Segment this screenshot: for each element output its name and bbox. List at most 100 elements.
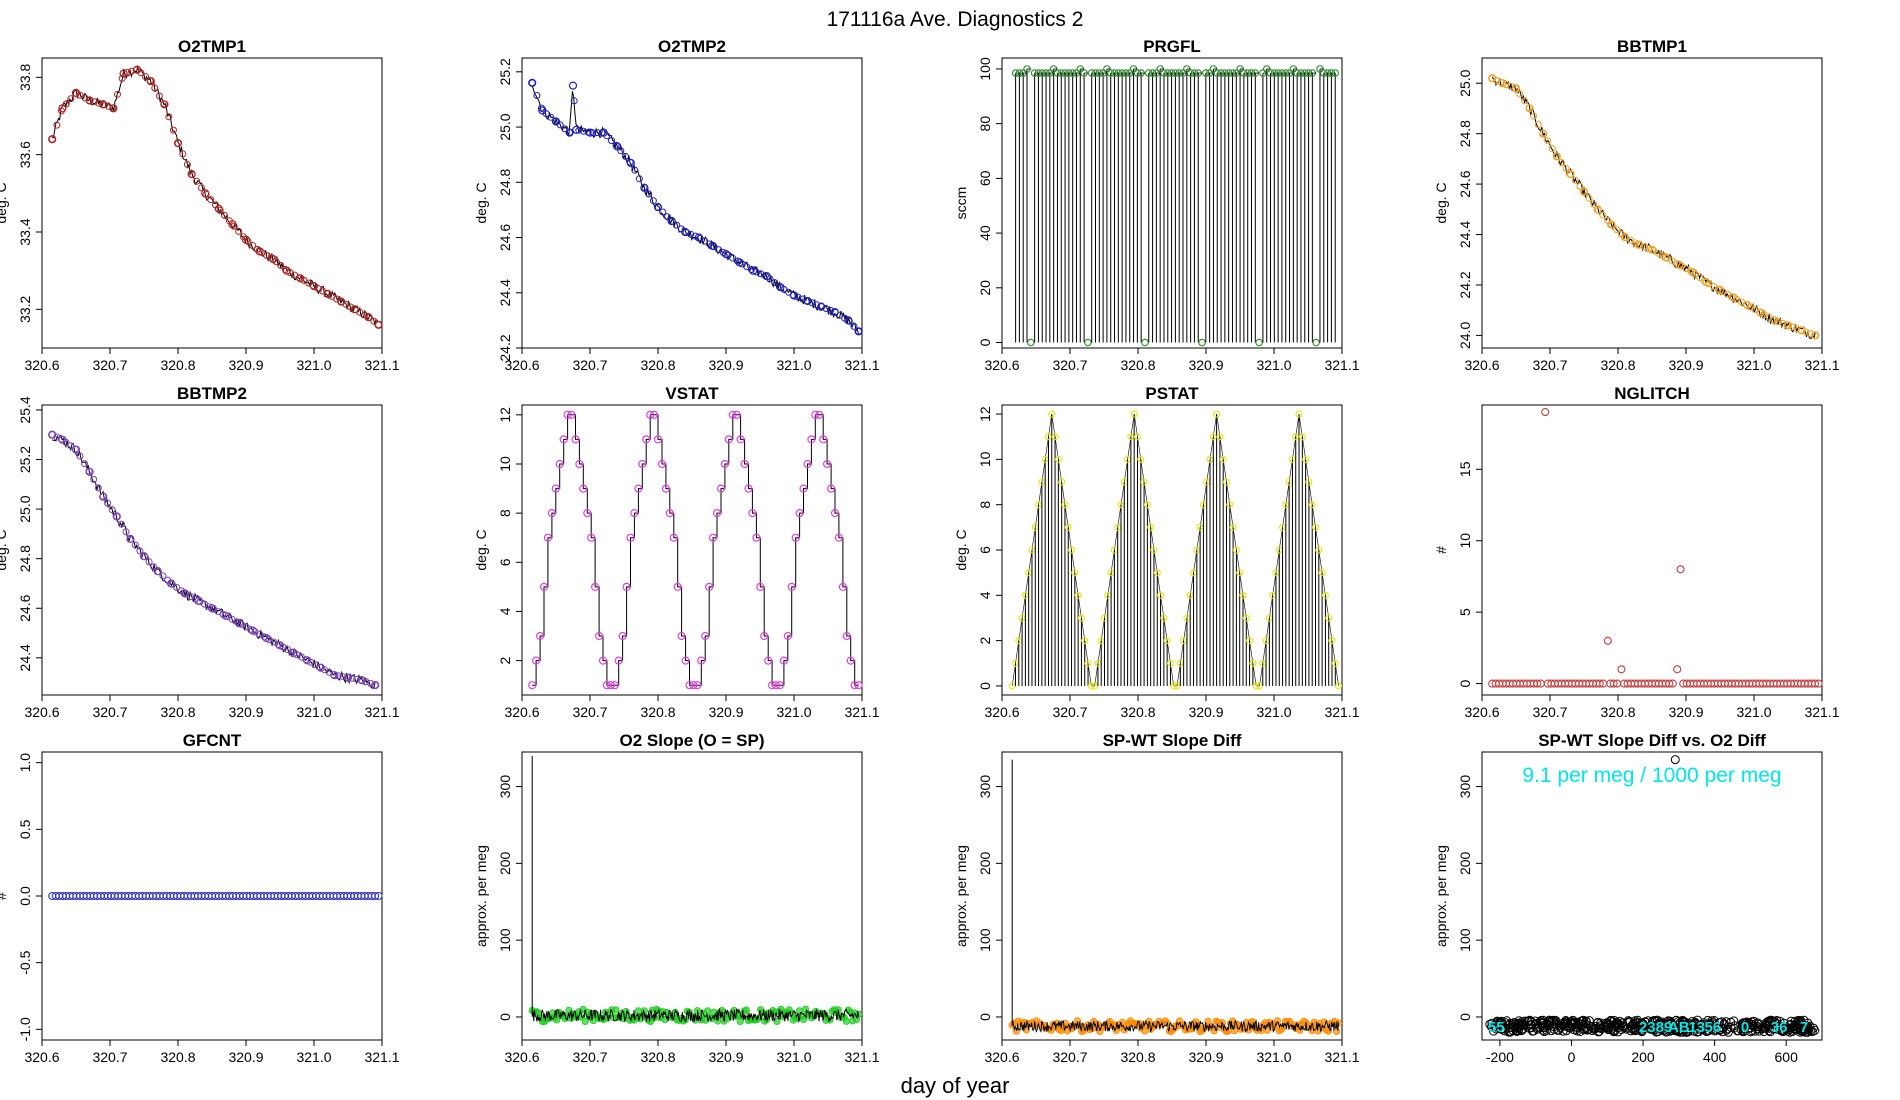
data-point [151, 84, 159, 92]
panel-spwtvso2: SP-WT Slope Diff vs. O2 Diff approx. per … [1433, 731, 1823, 1065]
spike-cap [1206, 459, 1211, 483]
x-tick-label: 320.6 [24, 1049, 59, 1065]
y-tick-label: 2 [977, 637, 993, 645]
data-point [117, 520, 125, 528]
data-point [1566, 169, 1575, 179]
data-point [830, 308, 839, 317]
data-point [364, 313, 373, 322]
data-point [791, 533, 800, 542]
data-point [1785, 1027, 1795, 1037]
panel-vstat: VSTAT deg. C 320.6 320.7 320.8 320.9 321.0 321.… [473, 384, 880, 720]
data-point [721, 250, 731, 259]
data-point [612, 141, 620, 149]
data-point [1666, 1025, 1676, 1035]
data-point [708, 533, 718, 542]
y-tick-label: 0 [977, 1013, 993, 1021]
x-tick-label: 320.7 [572, 704, 607, 720]
y-tick-label: 200 [497, 851, 513, 875]
data-point [808, 299, 816, 307]
data-point [1525, 104, 1534, 113]
data-point [95, 99, 103, 107]
plot-area [48, 65, 383, 329]
data-point [528, 78, 537, 88]
data-point [1774, 1021, 1784, 1031]
data-point [1312, 338, 1320, 347]
data-point [634, 484, 643, 493]
spike-cap [1084, 640, 1089, 664]
data-point [272, 258, 280, 265]
y-tick-label: 6 [977, 546, 993, 554]
data-point [1242, 614, 1250, 622]
data-point [1232, 546, 1240, 554]
spike-cap [1130, 414, 1135, 437]
data-point [669, 533, 678, 542]
data-point [1801, 1027, 1811, 1037]
spike-cap [1051, 414, 1056, 437]
data-point [1133, 433, 1142, 441]
spike-cap [1209, 436, 1214, 460]
data-point [244, 238, 252, 245]
data-point [248, 626, 257, 635]
data-point [1027, 338, 1035, 347]
spike-cap [1107, 572, 1112, 596]
data-point [1507, 82, 1515, 90]
data-point [1711, 1025, 1721, 1035]
data-point [1547, 1016, 1557, 1025]
x-tick-label: 320.9 [708, 1049, 743, 1065]
data-point [657, 459, 667, 469]
spike-cap [1232, 527, 1237, 551]
y-tick-label: 24.0 [1457, 322, 1473, 349]
data-point [1538, 1025, 1548, 1035]
x-tick-label: 320.7 [572, 1049, 607, 1065]
data-point [309, 282, 319, 291]
data-point [1696, 274, 1704, 282]
data-point [1770, 1016, 1779, 1026]
data-point [1756, 308, 1765, 317]
y-tick-label: 200 [1457, 851, 1473, 875]
y-axis-label: deg. C [0, 182, 9, 223]
data-point [1513, 1023, 1523, 1033]
data-point [1675, 1025, 1685, 1035]
data-point [799, 1015, 808, 1024]
data-point [1321, 591, 1329, 599]
data-point [1147, 523, 1155, 531]
data-point [235, 227, 243, 235]
data-point [1814, 679, 1823, 688]
spike-cap [1170, 663, 1175, 686]
x-tick-label: 320.9 [1668, 357, 1703, 373]
data-point [685, 681, 694, 690]
data-point [1157, 591, 1165, 599]
y-tick-label: 0.5 [17, 819, 33, 839]
x-tick-label: 320.7 [1052, 357, 1087, 373]
spike-cap [1331, 640, 1336, 664]
spike-cap [1114, 527, 1118, 551]
y-tick-label: 0 [497, 1013, 513, 1021]
spike-cap [1163, 617, 1168, 641]
data-point [626, 158, 635, 168]
data-point [179, 150, 187, 158]
spike-cap [1308, 481, 1313, 505]
y-tick-label: 0 [1457, 1013, 1473, 1021]
data-point [296, 274, 305, 283]
x-tick-label: 320.6 [984, 704, 1019, 720]
data-point [638, 459, 647, 469]
data-point [1571, 176, 1579, 184]
data-point [165, 113, 173, 121]
data-point [1074, 591, 1082, 599]
data-point [799, 484, 808, 493]
y-tick-label: 5 [1457, 608, 1473, 616]
data-point [1699, 1024, 1708, 1034]
plot-area [528, 410, 863, 690]
data-point [221, 611, 230, 620]
plot-frame [521, 57, 863, 349]
data-point [703, 1007, 712, 1015]
data-point [67, 442, 75, 450]
y-tick-label: 1.0 [17, 753, 33, 773]
data-point [173, 139, 183, 148]
plot-frame [521, 751, 863, 1041]
data-point [1305, 478, 1313, 486]
y-tick-label: 100 [497, 928, 513, 952]
data-point [1587, 1026, 1597, 1036]
x-tick-label: 320.8 [160, 1049, 195, 1065]
panel-title: BBTMP1 [1617, 37, 1687, 56]
